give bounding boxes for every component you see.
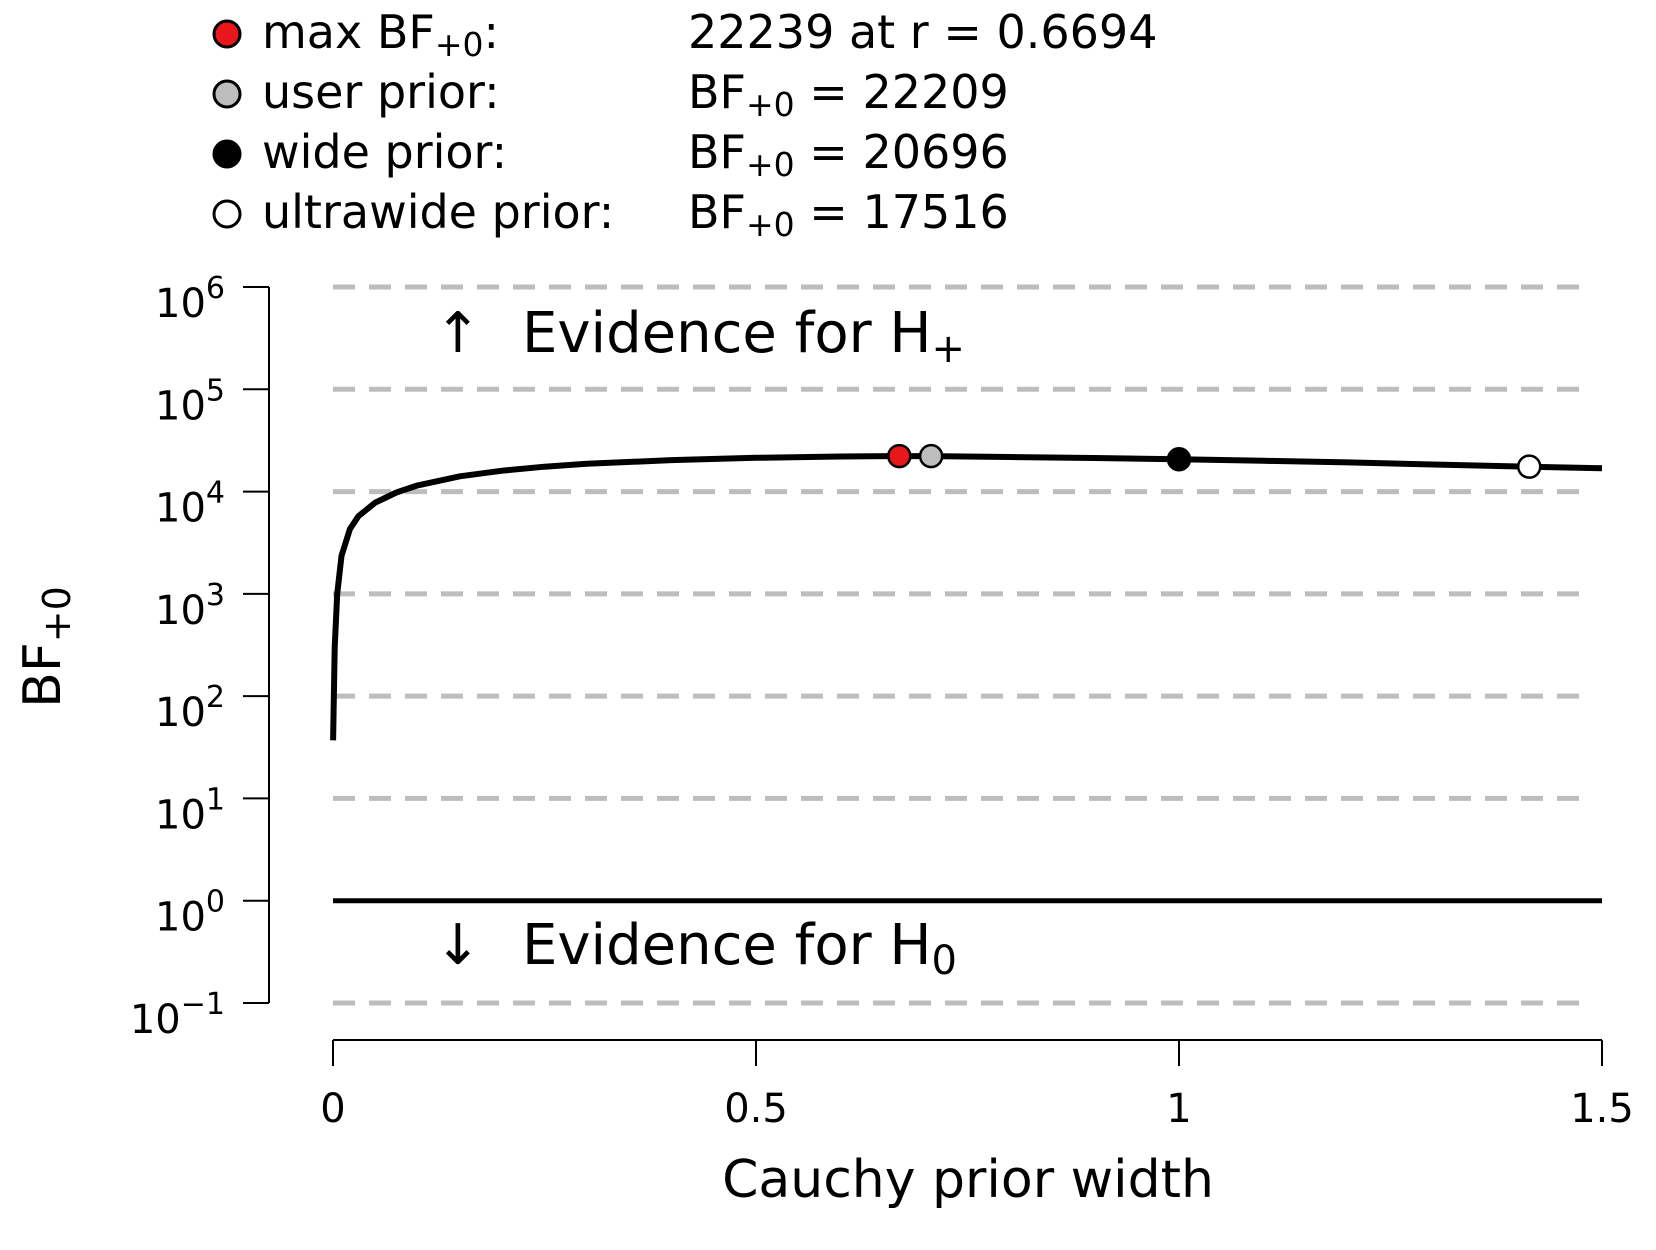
evidence-arrow: ↓ xyxy=(435,913,482,978)
legend-label: user prior: xyxy=(262,65,500,119)
y-tick-label: 106 xyxy=(155,271,225,328)
evidence-arrow: ↑ xyxy=(435,301,482,366)
evidence-labels: ↑ Evidence for H+ ↓ Evidence for H0 xyxy=(435,301,966,984)
legend-item: max BF+0: 22239 at r = 0.6694 xyxy=(212,5,1157,64)
y-tick-label: 101 xyxy=(155,782,225,839)
legend-marker xyxy=(212,199,242,229)
axis-titles: Cauchy prior width BF+0 xyxy=(13,586,1214,1210)
y-tick-label: 104 xyxy=(155,475,225,532)
y-tick-label: 100 xyxy=(155,884,225,941)
legend-marker xyxy=(212,79,242,109)
series-line xyxy=(330,453,1603,741)
x-tick-label: 0.5 xyxy=(724,1086,788,1132)
data-point xyxy=(1516,454,1542,479)
legend-item: ultrawide prior: BF+0 = 17516 xyxy=(212,185,1009,244)
legend-value: BF+0 = 20696 xyxy=(688,125,1009,184)
legend-value: 22239 at r = 0.6694 xyxy=(688,5,1157,59)
legend-value: BF+0 = 17516 xyxy=(688,185,1009,244)
legend-item: user prior: BF+0 = 22209 xyxy=(212,65,1009,124)
legend-label: wide prior: xyxy=(262,125,507,179)
x-tick-label: 1.5 xyxy=(1570,1086,1634,1132)
gridlines xyxy=(333,284,1590,1006)
y-tick-label: 103 xyxy=(155,577,225,634)
y-tick-label: 10−1 xyxy=(130,987,225,1044)
legend-value: BF+0 = 22209 xyxy=(688,65,1009,124)
legend-item: wide prior: BF+0 = 20696 xyxy=(212,125,1009,184)
x-axis: 0 0.5 1 1.5 xyxy=(320,1039,1634,1132)
legend-marker xyxy=(212,139,242,169)
y-axis: 10−1 100 101 102 103 104 105 106 xyxy=(130,271,270,1044)
y-tick-label: 102 xyxy=(155,680,225,737)
evidence-label: Evidence for H+ xyxy=(522,301,965,372)
data-point xyxy=(887,443,912,469)
x-axis-title: Cauchy prior width xyxy=(722,1150,1214,1210)
y-tick-label: 105 xyxy=(155,373,225,430)
legend-marker xyxy=(212,19,242,49)
x-tick-label: 1 xyxy=(1166,1086,1191,1132)
data-point xyxy=(1166,447,1192,472)
y-axis-title: BF+0 xyxy=(13,586,79,708)
data-point xyxy=(918,443,944,469)
legend-label: ultrawide prior: xyxy=(262,185,614,239)
legend: max BF+0: 22239 at r = 0.6694 user prior: B… xyxy=(212,5,1157,244)
legend-label: max BF+0: xyxy=(262,5,499,64)
points-group xyxy=(887,443,1542,479)
x-tick-label: 0 xyxy=(320,1086,345,1132)
series-group xyxy=(330,453,1603,741)
evidence-label: Evidence for H0 xyxy=(522,913,957,984)
